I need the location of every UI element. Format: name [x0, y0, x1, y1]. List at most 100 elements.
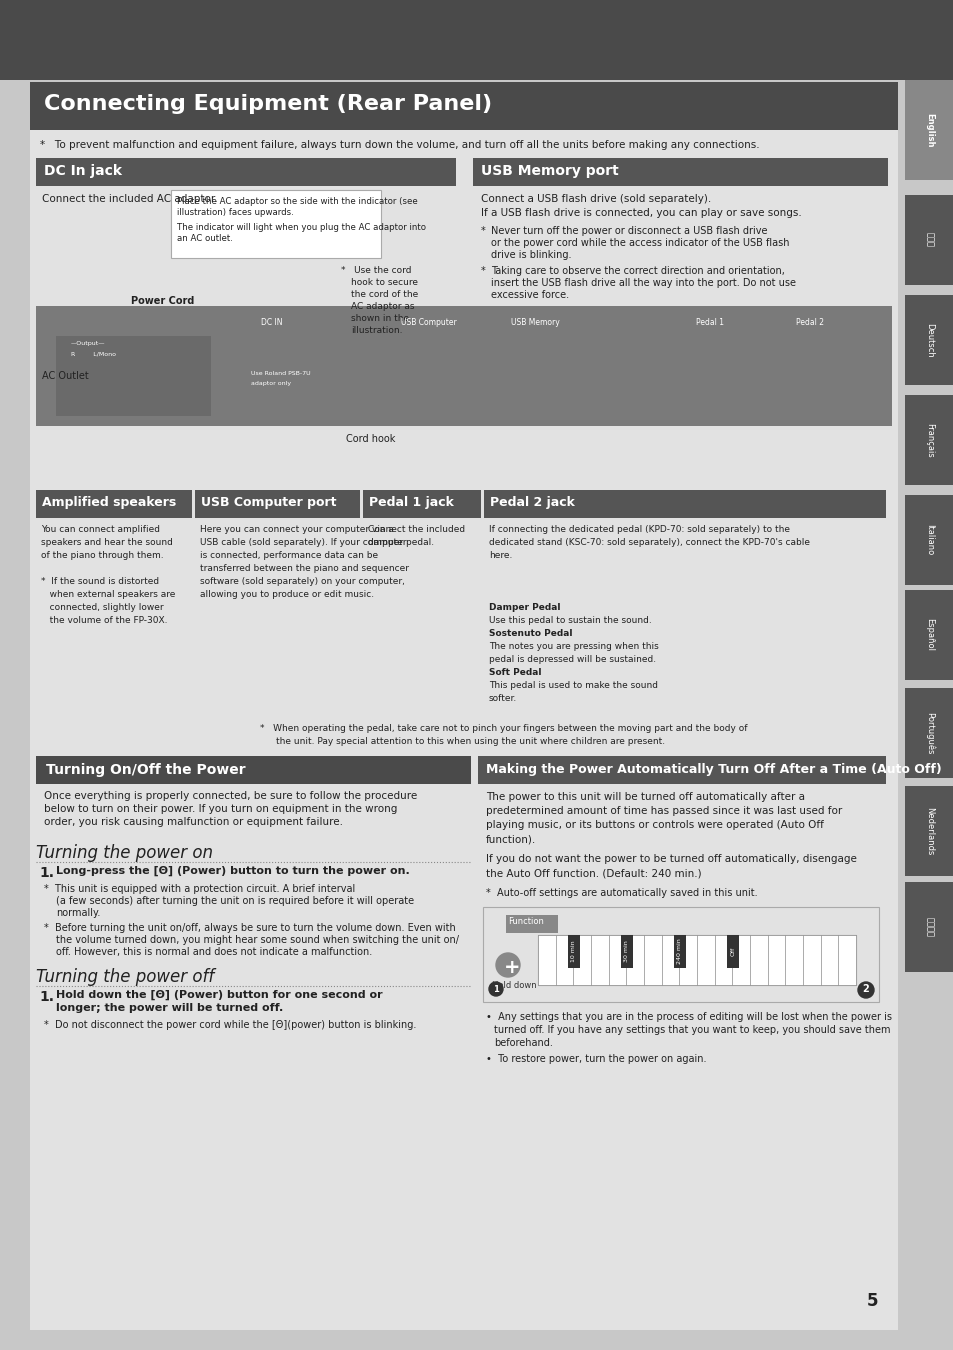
Text: Off: Off [729, 946, 735, 956]
Bar [904, 194, 953, 285]
Bar [483, 518, 885, 718]
Text: —Output—: —Output— [71, 342, 106, 346]
Text: Turning the power off: Turning the power off [36, 968, 214, 986]
Bar [363, 518, 480, 718]
Text: below to turn on their power. If you turn on equipment in the wrong: below to turn on their power. If you tur… [44, 805, 397, 814]
Text: DC IN: DC IN [261, 319, 282, 327]
Text: Making the Power Automatically Turn Off After a Time (Auto Off): Making the Power Automatically Turn Off … [485, 763, 941, 776]
Text: connected, slightly lower: connected, slightly lower [41, 603, 164, 612]
Bar [36, 490, 192, 518]
Bar [36, 306, 891, 427]
Text: *  If the sound is distorted: * If the sound is distorted [41, 576, 159, 586]
Text: Here you can connect your computer via a: Here you can connect your computer via a [200, 525, 394, 535]
Text: Never turn off the power or disconnect a USB flash drive: Never turn off the power or disconnect a… [491, 225, 767, 236]
Text: Connect the included: Connect the included [368, 525, 465, 535]
Text: 1: 1 [493, 986, 498, 994]
Text: USB Memory: USB Memory [511, 319, 559, 327]
Bar [473, 186, 887, 346]
Bar [36, 784, 471, 838]
Bar [802, 936, 820, 986]
Text: normally.: normally. [56, 909, 100, 918]
Text: *   When operating the pedal, take care not to pinch your fingers between the mo: * When operating the pedal, take care no… [260, 724, 747, 733]
Bar [0, 0, 953, 80]
Text: order, you risk causing malfunction or equipment failure.: order, you risk causing malfunction or e… [44, 817, 343, 828]
Text: shown in the: shown in the [351, 315, 409, 323]
Circle shape [857, 981, 873, 998]
Text: is connected, performance data can be: is connected, performance data can be [200, 551, 377, 560]
Text: Turning On/Off the Power: Turning On/Off the Power [46, 763, 245, 778]
Text: Nederlands: Nederlands [924, 807, 933, 855]
Bar [537, 936, 855, 986]
Bar [904, 396, 953, 485]
Bar [537, 936, 555, 986]
Text: *: * [480, 266, 485, 275]
Text: If you do not want the power to be turned off automatically, disengage: If you do not want the power to be turne… [485, 855, 856, 864]
Bar [171, 190, 380, 258]
Text: 10 min: 10 min [571, 941, 576, 963]
Bar [784, 936, 802, 986]
Text: illustration) faces upwards.: illustration) faces upwards. [177, 208, 294, 217]
Bar [820, 936, 838, 986]
Bar [674, 936, 685, 968]
Bar [679, 936, 697, 986]
Text: Pedal 1: Pedal 1 [696, 319, 723, 327]
Text: Connecting Equipment (Rear Panel): Connecting Equipment (Rear Panel) [44, 95, 492, 113]
Text: playing music, or its buttons or controls were operated (Auto Off: playing music, or its buttons or control… [485, 819, 823, 830]
Bar [749, 936, 767, 986]
Text: Pedal 2: Pedal 2 [795, 319, 823, 327]
Text: This pedal is used to make the sound: This pedal is used to make the sound [489, 680, 658, 690]
Bar [473, 158, 887, 186]
Bar [904, 495, 953, 585]
Text: Use Roland PSB-7U: Use Roland PSB-7U [251, 371, 311, 377]
Text: 30 min: 30 min [623, 941, 629, 963]
Text: when external speakers are: when external speakers are [41, 590, 175, 599]
Bar [697, 936, 714, 986]
Text: allowing you to produce or edit music.: allowing you to produce or edit music. [200, 590, 374, 599]
Bar [661, 936, 679, 986]
Bar [590, 936, 608, 986]
Text: *   Use the cord: * Use the cord [340, 266, 411, 275]
Bar [626, 936, 643, 986]
Text: Pedal 1 jack: Pedal 1 jack [369, 495, 454, 509]
Bar [56, 336, 211, 416]
Bar [30, 82, 897, 130]
Text: English: English [924, 113, 933, 147]
Bar [36, 518, 192, 718]
Text: Português: Português [923, 711, 933, 755]
Text: The indicator will light when you plug the AC adaptor into: The indicator will light when you plug t… [177, 223, 426, 232]
Text: adaptor only: adaptor only [251, 381, 291, 386]
Bar [363, 490, 480, 518]
Text: Turning the power on: Turning the power on [36, 844, 213, 863]
Text: Español: Español [924, 618, 933, 652]
Text: illustration.: illustration. [351, 325, 402, 335]
Bar [767, 936, 784, 986]
Text: The notes you are pressing when this: The notes you are pressing when this [489, 643, 659, 651]
Text: Connect the included AC adaptor.: Connect the included AC adaptor. [42, 194, 217, 204]
Text: the volume of the FP-30X.: the volume of the FP-30X. [41, 616, 168, 625]
Text: AC Outlet: AC Outlet [42, 371, 89, 381]
Text: 简体中文: 简体中文 [924, 917, 933, 937]
Bar [477, 756, 885, 784]
Text: DC In jack: DC In jack [44, 163, 122, 178]
Bar [726, 936, 738, 968]
Text: Pedal 2 jack: Pedal 2 jack [490, 495, 575, 509]
Bar [36, 756, 471, 784]
Text: function).: function). [485, 834, 536, 844]
Text: turned off. If you have any settings that you want to keep, you should save them: turned off. If you have any settings tha… [494, 1025, 889, 1035]
Circle shape [489, 981, 502, 996]
Bar [620, 936, 632, 968]
Text: *   To prevent malfunction and equipment failure, always turn down the volume, a: * To prevent malfunction and equipment f… [40, 140, 759, 150]
Text: If a USB flash drive is connected, you can play or save songs.: If a USB flash drive is connected, you c… [480, 208, 801, 217]
Text: USB Memory port: USB Memory port [480, 163, 618, 178]
Text: the Auto Off function. (Default: 240 min.): the Auto Off function. (Default: 240 min… [485, 868, 700, 878]
Text: drive is blinking.: drive is blinking. [491, 250, 571, 261]
Text: the volume turned down, you might hear some sound when switching the unit on/: the volume turned down, you might hear s… [56, 936, 458, 945]
Text: *  Do not disconnect the power cord while the [Θ](power) button is blinking.: * Do not disconnect the power cord while… [44, 1021, 416, 1030]
Bar [567, 936, 578, 968]
Bar [482, 907, 878, 1002]
Text: *  This unit is equipped with a protection circuit. A brief interval: * This unit is equipped with a protectio… [44, 884, 355, 894]
Text: •  Any settings that you are in the process of editing will be lost when the pow: • Any settings that you are in the proce… [485, 1012, 891, 1022]
Text: the cord of the: the cord of the [351, 290, 417, 298]
Text: 2: 2 [862, 984, 868, 994]
Text: USB Computer port: USB Computer port [201, 495, 336, 509]
